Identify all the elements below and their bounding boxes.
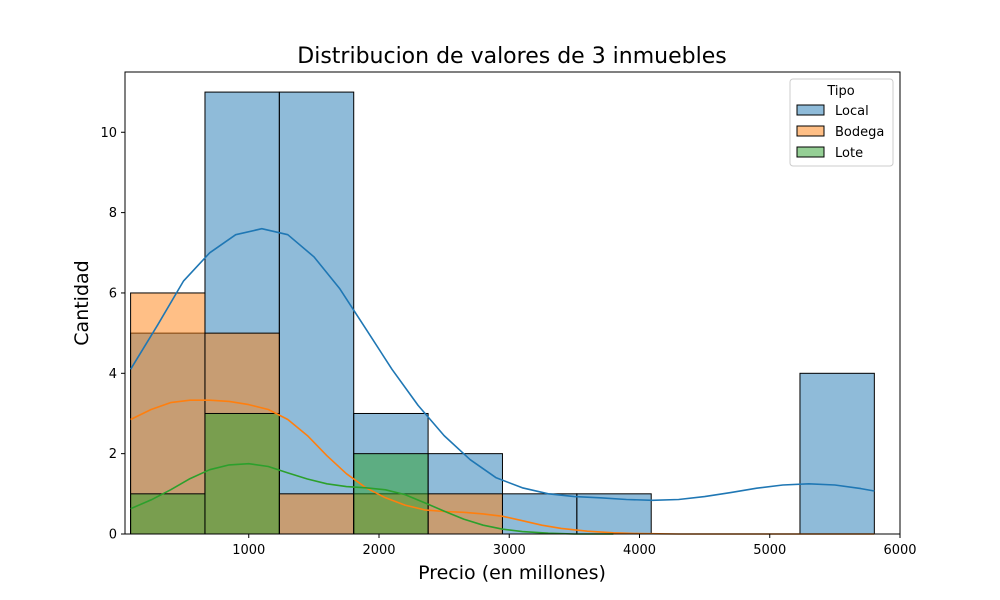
legend-label-local: Local xyxy=(835,104,869,119)
y-tick-label-6: 6 xyxy=(109,286,117,301)
legend-label-bodega: Bodega xyxy=(835,125,884,140)
legend-swatch-bodega xyxy=(796,125,825,137)
kde-layer xyxy=(129,227,875,535)
x-axis-label: Precio (en millones) xyxy=(418,562,606,584)
kde-bodega-line xyxy=(130,399,875,535)
legend-title: Tipo xyxy=(826,84,854,99)
bar-bodega-4 xyxy=(427,493,503,535)
x-tick-label-5000: 5000 xyxy=(753,543,786,558)
legend-label-lote: Lote xyxy=(835,146,863,161)
legend-swatch-lote xyxy=(796,146,825,158)
x-tick-label-3000: 3000 xyxy=(493,543,526,558)
y-tick-label-2: 2 xyxy=(109,447,117,462)
plot-frame xyxy=(124,71,901,535)
legend-box xyxy=(789,78,894,167)
chart-title: Distribucion de valores de 3 inmuebles xyxy=(297,44,726,69)
x-tick-label-1000: 1000 xyxy=(232,543,265,558)
bar-lote-3 xyxy=(353,453,429,535)
bar-layer xyxy=(130,91,875,535)
x-tick-label-2000: 2000 xyxy=(362,543,395,558)
bar-local-9 xyxy=(799,372,875,535)
bar-local-2 xyxy=(278,91,355,535)
x-tick-label-6000: 6000 xyxy=(883,543,916,558)
y-axis: 0 2 4 6 8 10 xyxy=(100,126,125,543)
y-tick-label-4: 4 xyxy=(109,367,117,382)
kde-lote-line xyxy=(130,462,614,535)
x-tick-label-4000: 4000 xyxy=(623,543,656,558)
kde-local-line xyxy=(129,227,875,502)
x-axis: 1000 2000 3000 4000 5000 6000 xyxy=(232,534,917,558)
y-tick-label-10: 10 xyxy=(100,126,117,141)
bar-lote-1 xyxy=(204,412,280,535)
y-tick-label-0: 0 xyxy=(109,528,117,543)
legend-items: Local Bodega Lote xyxy=(796,104,884,161)
bar-lote-0 xyxy=(130,493,206,535)
y-tick-label-8: 8 xyxy=(109,206,117,221)
legend-swatch-local xyxy=(796,104,825,116)
legend: Tipo Local Bodega Lote xyxy=(789,78,894,167)
bar-local-5 xyxy=(501,493,578,535)
y-axis-label: Cantidad xyxy=(71,260,93,345)
bar-bodega-2 xyxy=(278,493,355,535)
